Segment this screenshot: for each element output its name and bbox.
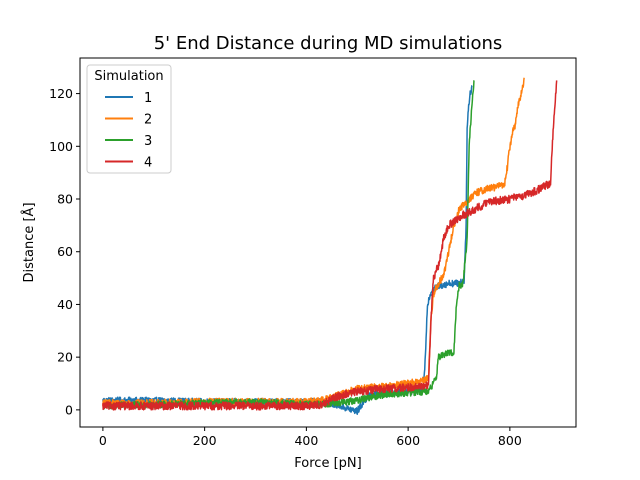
chart-title: 5' End Distance during MD simulations	[154, 33, 503, 54]
y-tick-label: 60	[57, 244, 73, 259]
legend-label-2: 2	[144, 113, 152, 128]
x-tick-label: 600	[396, 433, 420, 448]
x-tick-label: 400	[294, 433, 318, 448]
legend: Simulation 1 2 3 4	[86, 64, 172, 174]
y-axis-title: Distance [Å]	[21, 202, 37, 282]
y-axis: 0 20 40 60 80 100 120	[49, 86, 80, 417]
y-tick-label: 120	[49, 86, 73, 101]
series-group	[102, 77, 558, 415]
legend-label-1: 1	[144, 91, 152, 106]
y-tick-label: 0	[65, 402, 73, 417]
plot-frame	[79, 57, 577, 428]
x-tick-label: 0	[99, 433, 107, 448]
y-tick-label: 40	[57, 297, 73, 312]
x-tick-label: 200	[193, 433, 217, 448]
x-axis: 0 200 400 600 800	[99, 427, 522, 448]
legend-title: Simulation	[94, 69, 163, 84]
legend-label-3: 3	[144, 134, 152, 149]
series-line-3	[102, 79, 475, 410]
y-tick-label: 20	[57, 350, 73, 365]
legend-label-4: 4	[144, 156, 152, 171]
y-tick-label: 100	[49, 139, 73, 154]
series-line-4	[102, 80, 558, 411]
x-axis-title: Force [pN]	[294, 456, 361, 471]
y-tick-label: 80	[57, 192, 73, 207]
x-tick-label: 800	[498, 433, 522, 448]
